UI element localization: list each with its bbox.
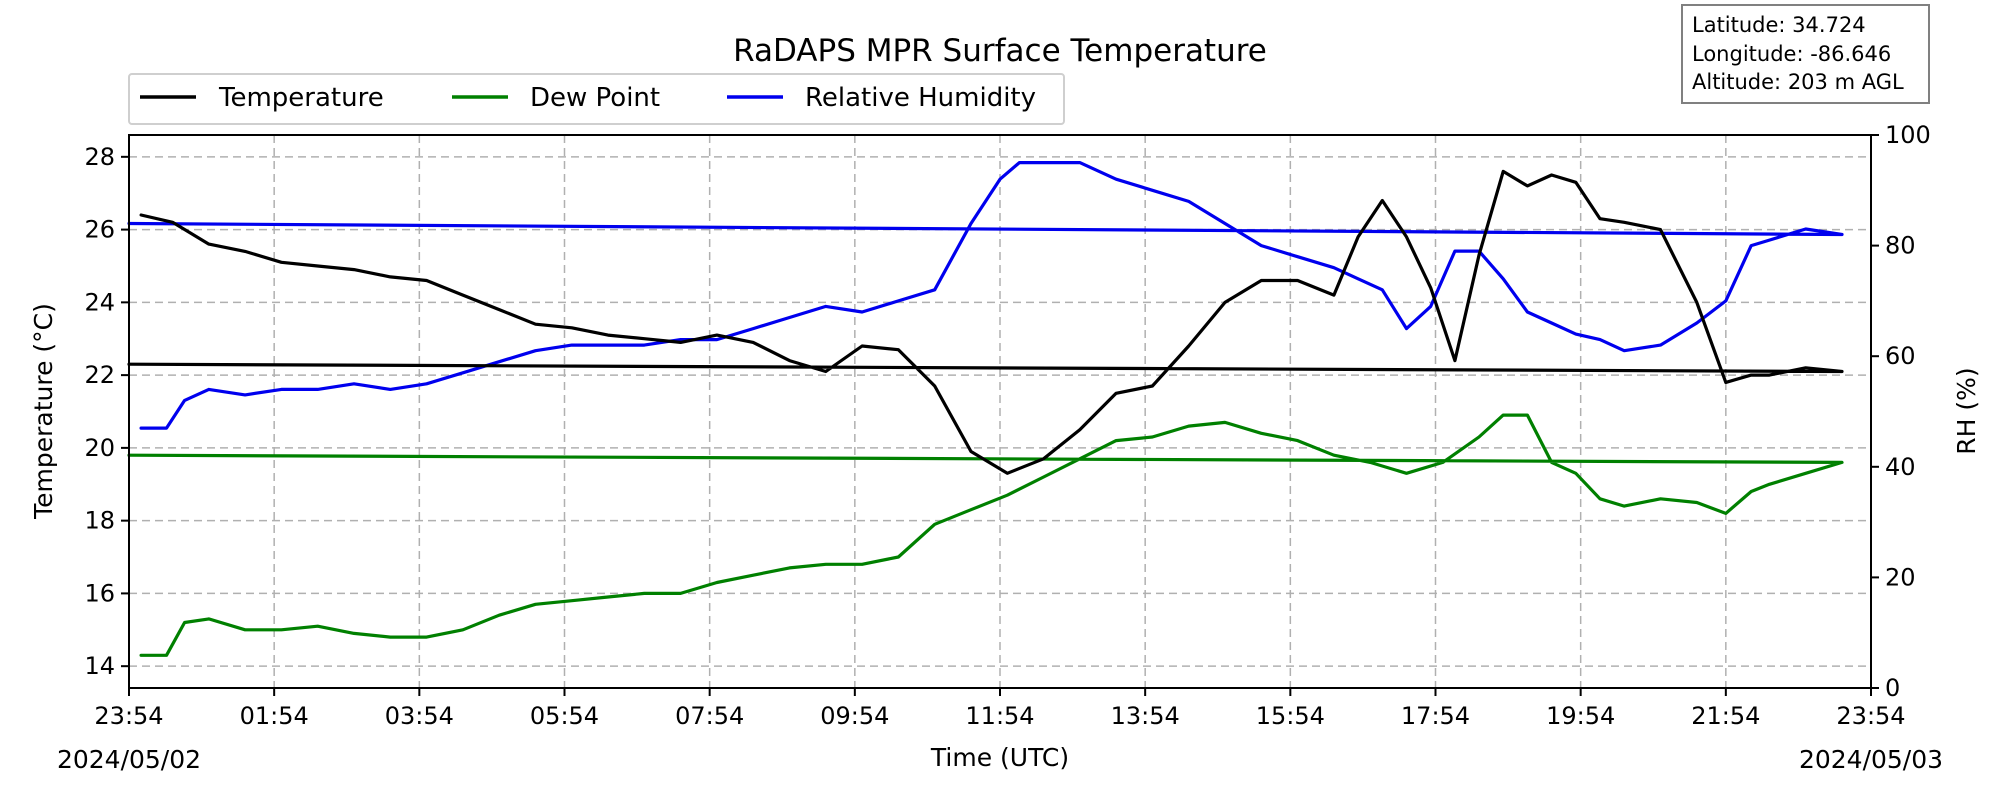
y-left-tick-label: 26 bbox=[84, 216, 115, 244]
series-line-temperature bbox=[127, 169, 1844, 475]
x-tick-label: 23:54 bbox=[94, 702, 163, 730]
y-right-tick-label: 40 bbox=[1885, 453, 1916, 481]
x-axis-label: Time (UTC) bbox=[930, 743, 1069, 772]
info-box: Latitude: 34.724 Longitude: -86.646 Alti… bbox=[1681, 4, 1930, 104]
series-line-relative-humidity bbox=[127, 161, 1844, 430]
info-longitude: Longitude: -86.646 bbox=[1692, 42, 1891, 66]
legend-label-relative-humidity: Relative Humidity bbox=[805, 83, 1036, 113]
x-tick-label: 05:54 bbox=[530, 702, 599, 730]
x-tick-label: 15:54 bbox=[1256, 702, 1325, 730]
y-right-tick-label: 60 bbox=[1885, 342, 1916, 370]
x-tick-label: 13:54 bbox=[1111, 702, 1180, 730]
series-lines bbox=[127, 161, 1844, 657]
x-tick-label: 19:54 bbox=[1546, 702, 1615, 730]
x-tick-label: 23:54 bbox=[1836, 702, 1905, 730]
info-box-frame bbox=[1681, 4, 1930, 104]
x-tick-label: 03:54 bbox=[385, 702, 454, 730]
x-tick-label: 17:54 bbox=[1401, 702, 1470, 730]
y-right-tick-label: 80 bbox=[1885, 232, 1916, 260]
y-right-axis-ticks: 0 20 40 60 80 100 bbox=[1871, 121, 1931, 702]
y-left-tick-label: 14 bbox=[84, 652, 115, 680]
chart-title: RaDAPS MPR Surface Temperature bbox=[733, 33, 1267, 69]
x-tick-label: 07:54 bbox=[675, 702, 744, 730]
y-left-axis-label: Temperature (°C) bbox=[29, 303, 58, 520]
legend-label-temperature: Temperature bbox=[218, 83, 384, 113]
legend-label-dew-point: Dew Point bbox=[530, 83, 660, 113]
y-left-tick-label: 28 bbox=[84, 143, 115, 171]
y-right-tick-label: 100 bbox=[1885, 121, 1931, 149]
x-axis-ticks: 23:54 01:54 03:54 05:54 07:54 09:54 11:54 13:54… bbox=[94, 688, 1906, 730]
end-date-label: 2024/05/03 bbox=[1799, 745, 1943, 774]
y-right-tick-label: 20 bbox=[1885, 563, 1916, 591]
y-left-tick-label: 20 bbox=[84, 434, 115, 462]
y-left-axis-ticks: 14 16 18 20 22 24 26 28 bbox=[84, 143, 129, 680]
legend-frame bbox=[128, 73, 1065, 125]
x-tick-label: 21:54 bbox=[1691, 702, 1760, 730]
series-line-dew-point bbox=[127, 413, 1844, 657]
x-tick-label: 01:54 bbox=[240, 702, 309, 730]
x-tick-label: 11:54 bbox=[965, 702, 1034, 730]
x-tick-label: 09:54 bbox=[820, 702, 889, 730]
y-left-tick-label: 24 bbox=[84, 288, 115, 316]
y-right-tick-label: 0 bbox=[1885, 674, 1900, 702]
legend: Temperature Dew Point Relative Humidity bbox=[128, 73, 1065, 125]
y-left-tick-label: 22 bbox=[84, 361, 115, 389]
info-latitude: Latitude: 34.724 bbox=[1692, 13, 1866, 37]
y-right-axis-label: RH (%) bbox=[1952, 367, 1981, 454]
info-altitude: Altitude: 203 m AGL bbox=[1692, 70, 1904, 94]
y-left-tick-label: 18 bbox=[84, 507, 115, 535]
start-date-label: 2024/05/02 bbox=[57, 745, 201, 774]
y-left-tick-label: 16 bbox=[84, 579, 115, 607]
